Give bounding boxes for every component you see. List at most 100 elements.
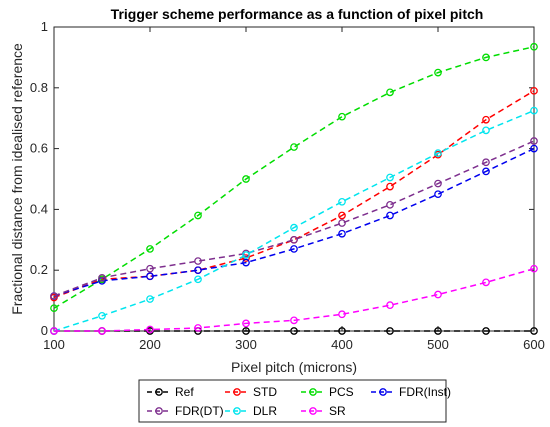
chart-title: Trigger scheme performance as a function…	[111, 6, 484, 22]
y-tick-label: 0.2	[30, 262, 48, 277]
data-point	[242, 251, 250, 259]
legend: Ref STD PCS FDR(Inst) FDR(DT) DLR SR	[138, 379, 451, 423]
plot-area: 100 200 300 400 500 600 0 0.2 0.4 0.6 0.8 1	[30, 19, 545, 352]
legend-label: SR	[329, 404, 346, 418]
legend-item: Ref	[147, 385, 194, 399]
data-point	[434, 190, 442, 199]
legend-label: STD	[253, 385, 277, 399]
legend-item: FDR(Inst)	[371, 385, 451, 399]
y-tick-label: 0.8	[30, 80, 48, 95]
x-tick-label: 400	[331, 337, 353, 352]
series-pcs	[50, 42, 538, 313]
y-tick-label: 0	[41, 323, 48, 338]
legend-marker	[233, 388, 241, 396]
legend-item: PCS	[301, 385, 354, 399]
series-line	[53, 46, 535, 309]
data-point	[338, 229, 346, 238]
series-line	[53, 140, 535, 297]
y-axis-label: Fractional distance from idealised refer…	[9, 43, 25, 315]
x-tick-label: 300	[235, 337, 257, 352]
data-point	[530, 42, 538, 51]
data-point	[146, 295, 154, 303]
data-point	[338, 112, 346, 121]
data-point	[242, 254, 250, 262]
data-point	[386, 88, 394, 97]
data-point	[386, 182, 394, 191]
series-fdr-inst	[50, 144, 538, 300]
data-point	[290, 235, 298, 244]
data-point	[434, 68, 442, 77]
data-point	[338, 219, 346, 227]
x-axis-label: Pixel pitch (microns)	[231, 359, 357, 375]
legend-item: DLR	[225, 404, 277, 418]
series-line	[53, 147, 535, 297]
series-dlr	[50, 106, 538, 335]
data-point	[482, 115, 490, 124]
y-tick-label: 1	[41, 19, 48, 34]
data-point	[338, 211, 346, 220]
data-point	[338, 327, 346, 335]
data-point	[386, 200, 394, 209]
data-point	[338, 310, 346, 319]
legend-marker	[233, 407, 241, 415]
data-point	[98, 273, 106, 282]
data-point	[386, 211, 394, 220]
data-point	[482, 278, 490, 287]
data-point	[98, 327, 106, 335]
series-std	[50, 86, 538, 302]
data-point	[242, 175, 250, 183]
data-point	[530, 264, 538, 273]
data-point	[290, 223, 298, 232]
legend-marker	[379, 388, 387, 396]
data-point	[482, 126, 490, 135]
data-point	[146, 272, 154, 281]
series-line	[53, 109, 535, 332]
legend-label: FDR(Inst)	[399, 385, 451, 399]
data-point	[194, 266, 202, 275]
data-point	[482, 53, 490, 62]
y-tick-label: 0.6	[30, 141, 48, 156]
data-point	[290, 143, 298, 151]
data-point	[386, 173, 394, 182]
x-tick-label: 200	[139, 337, 161, 352]
data-point	[290, 316, 298, 325]
legend-marker	[155, 388, 163, 396]
data-point	[50, 304, 58, 313]
data-point	[530, 86, 538, 95]
data-point	[434, 149, 442, 158]
data-point	[242, 327, 250, 335]
data-point	[530, 327, 538, 335]
data-point	[482, 167, 490, 176]
data-point	[50, 292, 58, 300]
data-point	[98, 311, 106, 320]
data-point	[434, 290, 442, 299]
plot-frame	[53, 26, 535, 332]
data-point	[194, 211, 202, 220]
legend-item: FDR(DT)	[147, 404, 224, 418]
data-point	[290, 245, 298, 253]
data-point	[194, 324, 202, 332]
data-point	[50, 327, 58, 335]
data-point	[482, 158, 490, 167]
x-tick-label: 100	[43, 337, 65, 352]
legend-label: PCS	[329, 385, 354, 399]
legend-label: FDR(DT)	[175, 404, 224, 418]
legend-marker	[309, 407, 317, 415]
data-point	[194, 257, 202, 265]
legend-item: STD	[225, 385, 277, 399]
data-point	[242, 319, 250, 328]
legend-marker	[309, 388, 317, 396]
y-tick-label: 0.4	[30, 201, 48, 216]
x-tick-label: 500	[427, 337, 449, 352]
data-point	[290, 327, 298, 335]
series-fdr-dt	[50, 137, 538, 300]
data-point	[338, 197, 346, 206]
series-line	[54, 267, 535, 332]
data-point	[146, 245, 154, 253]
data-point	[530, 144, 538, 153]
data-point	[434, 327, 442, 335]
data-point	[146, 264, 154, 273]
data-point	[386, 327, 394, 335]
data-point	[434, 179, 442, 188]
